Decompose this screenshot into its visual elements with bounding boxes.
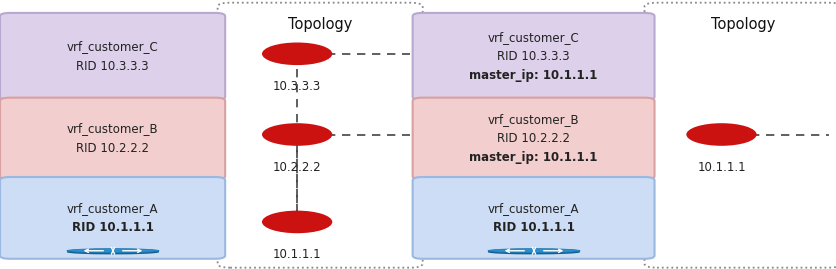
Text: master_ip: 10.1.1.1: master_ip: 10.1.1.1 xyxy=(469,151,597,164)
Circle shape xyxy=(686,123,756,146)
Text: vrf_customer_B: vrf_customer_B xyxy=(67,122,158,135)
Text: RID 10.3.3.3: RID 10.3.3.3 xyxy=(497,50,569,63)
FancyBboxPatch shape xyxy=(217,3,422,268)
Text: vrf_customer_B: vrf_customer_B xyxy=(487,113,579,126)
FancyBboxPatch shape xyxy=(0,177,225,259)
Bar xyxy=(487,251,579,252)
FancyBboxPatch shape xyxy=(0,98,225,179)
Text: Topology: Topology xyxy=(710,17,774,32)
Text: master_ip: 10.1.1.1: master_ip: 10.1.1.1 xyxy=(469,69,597,82)
Text: 10.2.2.2: 10.2.2.2 xyxy=(273,161,321,174)
Circle shape xyxy=(262,43,332,65)
Text: vrf_customer_A: vrf_customer_A xyxy=(487,202,579,215)
FancyBboxPatch shape xyxy=(412,177,654,259)
FancyBboxPatch shape xyxy=(412,98,654,179)
Text: 10.1.1.1: 10.1.1.1 xyxy=(696,161,745,174)
Text: vrf_customer_A: vrf_customer_A xyxy=(67,202,158,215)
FancyBboxPatch shape xyxy=(644,3,836,268)
Circle shape xyxy=(262,123,332,146)
Bar xyxy=(67,251,159,252)
Ellipse shape xyxy=(487,250,579,254)
Text: Topology: Topology xyxy=(288,17,352,32)
Ellipse shape xyxy=(487,249,579,253)
Text: RID 10.1.1.1: RID 10.1.1.1 xyxy=(492,221,573,234)
Text: 10.3.3.3: 10.3.3.3 xyxy=(273,80,321,93)
Text: 10.1.1.1: 10.1.1.1 xyxy=(273,248,321,261)
Text: RID 10.2.2.2: RID 10.2.2.2 xyxy=(497,132,569,145)
FancyBboxPatch shape xyxy=(0,13,225,100)
Text: vrf_customer_C: vrf_customer_C xyxy=(487,31,579,44)
Ellipse shape xyxy=(67,249,159,253)
Text: RID 10.3.3.3: RID 10.3.3.3 xyxy=(76,60,149,73)
Ellipse shape xyxy=(67,250,159,254)
Circle shape xyxy=(262,211,332,233)
Text: vrf_customer_C: vrf_customer_C xyxy=(67,40,158,53)
Text: RID 10.1.1.1: RID 10.1.1.1 xyxy=(72,221,153,234)
Text: RID 10.2.2.2: RID 10.2.2.2 xyxy=(76,142,149,155)
FancyBboxPatch shape xyxy=(412,13,654,100)
